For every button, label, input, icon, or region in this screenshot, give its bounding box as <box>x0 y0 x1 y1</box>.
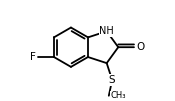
Text: S: S <box>109 75 116 85</box>
Text: CH₃: CH₃ <box>110 91 126 100</box>
Text: F: F <box>30 52 36 62</box>
Text: NH: NH <box>99 26 114 36</box>
Text: O: O <box>136 42 144 52</box>
